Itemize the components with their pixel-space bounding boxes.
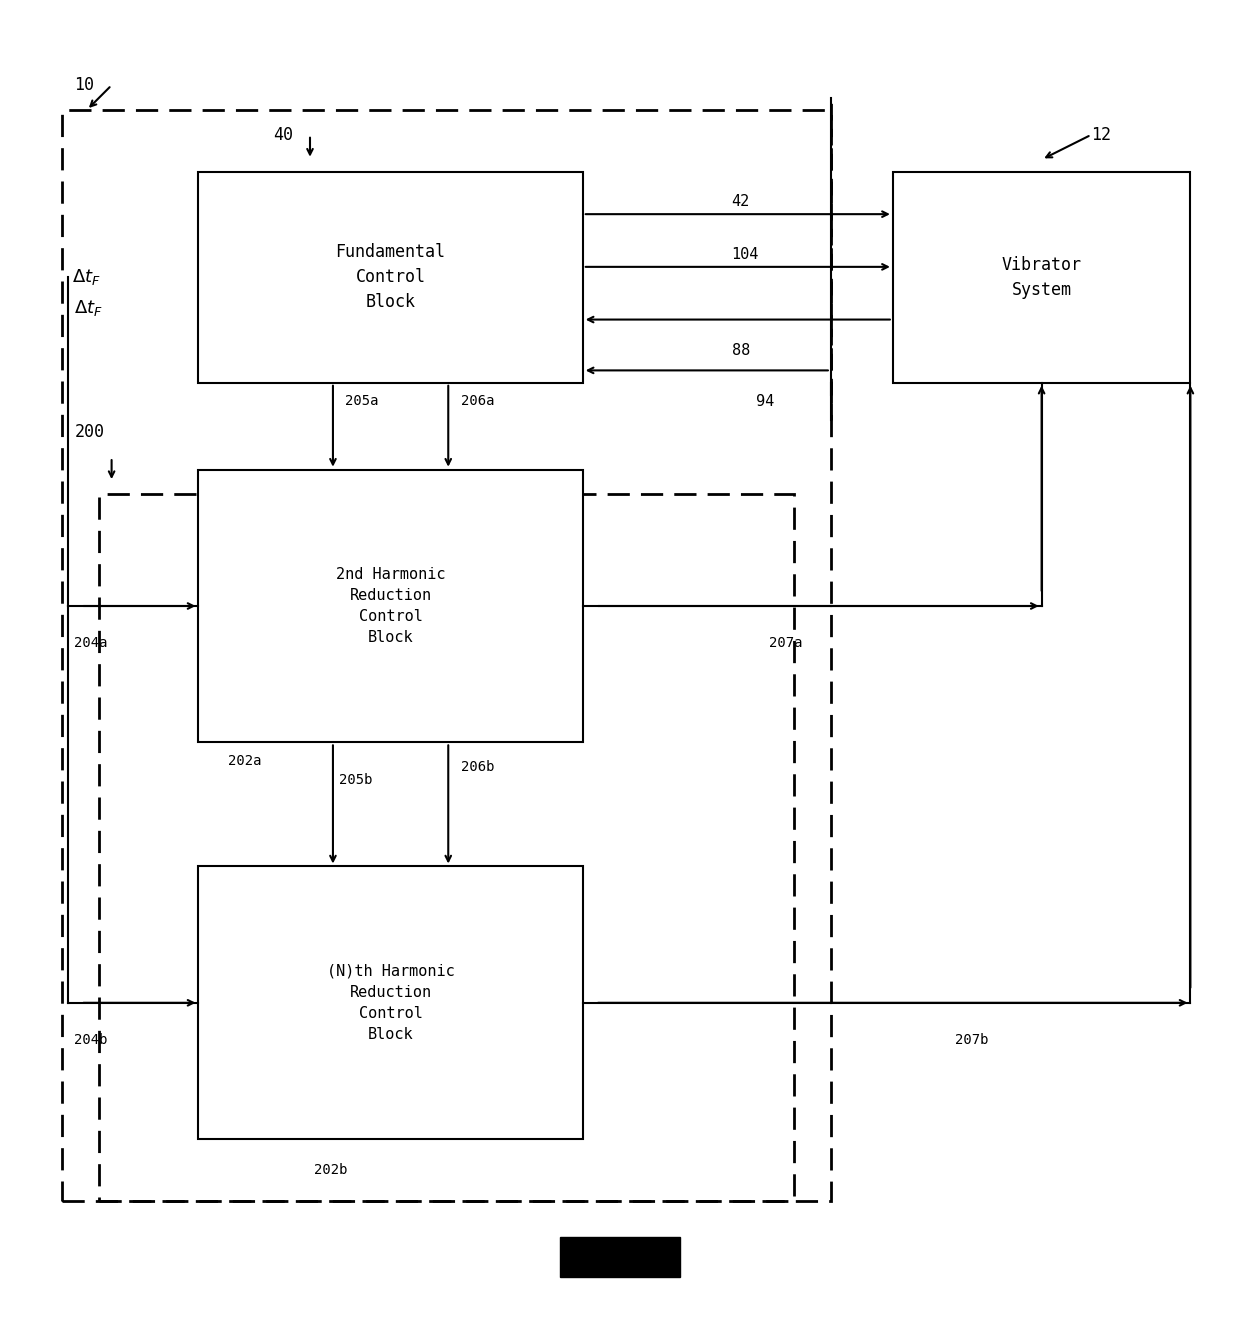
Text: Fundamental
Control
Block: Fundamental Control Block xyxy=(336,243,445,311)
Text: 40: 40 xyxy=(273,126,293,144)
Text: 200: 200 xyxy=(74,424,104,441)
FancyBboxPatch shape xyxy=(198,172,583,383)
Text: 204b: 204b xyxy=(74,1033,108,1047)
Text: 204a: 204a xyxy=(74,636,108,651)
Text: $\Delta t_F$: $\Delta t_F$ xyxy=(72,267,100,287)
Text: 207b: 207b xyxy=(955,1033,988,1047)
Text: 202a: 202a xyxy=(228,754,262,768)
FancyBboxPatch shape xyxy=(198,469,583,743)
Text: FIG. 1: FIG. 1 xyxy=(563,1241,677,1273)
Text: FIG. 1: FIG. 1 xyxy=(565,1242,675,1272)
Text: 10: 10 xyxy=(74,76,94,95)
Text: 207a: 207a xyxy=(769,636,802,651)
Text: 94: 94 xyxy=(756,394,775,409)
Text: 205a: 205a xyxy=(345,394,379,409)
FancyBboxPatch shape xyxy=(893,172,1190,383)
Text: 2nd Harmonic
Reduction
Control
Block: 2nd Harmonic Reduction Control Block xyxy=(336,566,445,645)
Text: (N)th Harmonic
Reduction
Control
Block: (N)th Harmonic Reduction Control Block xyxy=(326,963,455,1042)
FancyBboxPatch shape xyxy=(198,867,583,1140)
Text: 104: 104 xyxy=(732,247,759,262)
Text: 206a: 206a xyxy=(461,394,495,409)
Text: 205b: 205b xyxy=(340,772,373,787)
Text: 202b: 202b xyxy=(314,1164,347,1177)
Text: 88: 88 xyxy=(732,343,750,358)
Text: 206b: 206b xyxy=(461,760,495,774)
Text: Vibrator
System: Vibrator System xyxy=(1002,257,1081,299)
Text: 12: 12 xyxy=(1091,126,1111,144)
Text: $\Delta t_F$: $\Delta t_F$ xyxy=(74,298,103,318)
Text: 42: 42 xyxy=(732,194,750,210)
